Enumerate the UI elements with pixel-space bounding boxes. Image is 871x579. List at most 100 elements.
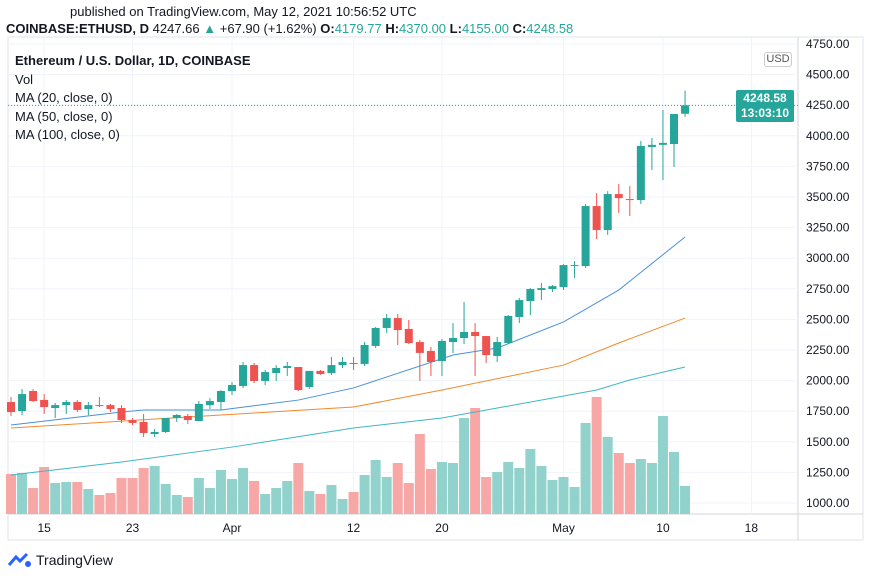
candle-body (338, 361, 347, 366)
candle-body (84, 405, 93, 409)
y-tick-label: 1750.00 (806, 404, 850, 418)
candle-body (559, 265, 568, 288)
symbol-name[interactable]: COINBASE:ETHUSD, D (6, 21, 150, 36)
high-label: H: (385, 21, 400, 36)
candle-body (382, 318, 391, 328)
candle-body (261, 372, 270, 381)
candle-body (614, 194, 623, 199)
volume-bar (149, 466, 160, 514)
volume-bar (61, 482, 72, 514)
volume-bar (293, 463, 304, 514)
x-tick-label: May (552, 521, 575, 535)
volume-bar (425, 469, 436, 514)
legend-ma100[interactable]: MA (100, close, 0) (15, 127, 120, 142)
candle-body (40, 399, 49, 408)
legend-ma20[interactable]: MA (20, close, 0) (15, 90, 113, 105)
volume-bar (459, 418, 470, 514)
legend-ma50[interactable]: MA (50, close, 0) (15, 108, 113, 124)
candle-body (393, 318, 402, 331)
ma100-line (10, 366, 686, 476)
candle-body (228, 385, 236, 392)
volume-bar (392, 463, 403, 514)
y-tick-label: 2000.00 (806, 374, 850, 388)
candle-body (349, 362, 358, 364)
candle-body (150, 432, 159, 434)
volume-bar (227, 479, 237, 514)
tradingview-logo[interactable]: TradingView (8, 552, 113, 568)
volume-bar (547, 480, 558, 514)
y-tick-label: 3000.00 (806, 251, 850, 265)
y-tick-label: 2250.00 (806, 343, 850, 357)
volume-bar (39, 467, 50, 514)
currency-badge[interactable]: USD (764, 52, 792, 67)
candle-body (51, 405, 60, 409)
open-label: O: (320, 21, 335, 36)
candle-body (537, 288, 546, 291)
candle-body (216, 391, 225, 403)
tradingview-logo-icon (8, 552, 31, 567)
volume-bar (193, 478, 204, 514)
candle-body (239, 365, 248, 386)
volume-bar (105, 493, 116, 514)
symbol-info-bar: COINBASE:ETHUSD, D 4247.66 ▲ +67.90 (+1.… (6, 21, 573, 36)
candle-body (7, 402, 15, 413)
candle-body (570, 265, 579, 267)
candle-body (404, 328, 413, 344)
candle-body (670, 114, 678, 145)
candle-body (139, 421, 148, 433)
price-change: +67.90 (+1.62%) (219, 21, 317, 36)
legend-vol[interactable]: Vol (15, 71, 34, 87)
volume-bar (249, 481, 260, 514)
candle-body (493, 342, 502, 356)
x-tick-label: Apr (223, 521, 242, 535)
volume-bar (602, 437, 613, 514)
volume-bar (238, 468, 249, 514)
volume-bar (182, 497, 193, 514)
volume-bar (337, 499, 348, 514)
chart-legend: Ethereum / U.S. Dollar, 1D, COINBASE Vol… (15, 52, 251, 145)
x-tick-label: 23 (126, 521, 140, 535)
candle-body (161, 418, 170, 433)
candle-body (73, 402, 82, 410)
up-triangle-icon: ▲ (203, 21, 217, 36)
x-tick-label: 15 (37, 521, 51, 535)
volume-bar (680, 486, 691, 514)
last-price: 4247.66 (152, 21, 200, 36)
volume-bar (503, 462, 514, 514)
volume-bar (315, 494, 326, 514)
candle-body (62, 402, 71, 406)
candle-body (647, 144, 656, 147)
volume-bar (138, 468, 149, 514)
candle-body (272, 367, 281, 374)
volume-bar (381, 477, 392, 514)
candle-body (205, 401, 214, 406)
volume-bar (160, 484, 171, 514)
volume-bar (613, 453, 624, 514)
candle-body (117, 408, 126, 421)
candle-body (415, 342, 424, 353)
y-tick-label: 1500.00 (806, 435, 850, 449)
candle-body (183, 415, 192, 421)
candle-body (250, 365, 259, 381)
candle-body (636, 145, 645, 201)
volume-bar (669, 452, 679, 514)
volume-bar (403, 483, 414, 514)
high-value: 4370.00 (399, 21, 447, 36)
legend-title: Ethereum / U.S. Dollar, 1D, COINBASE (15, 53, 251, 68)
candle-body (29, 391, 38, 402)
volume-bar (370, 460, 381, 514)
candle-body (603, 194, 612, 231)
candle-body (316, 370, 325, 374)
volume-bar (591, 397, 602, 514)
low-label: L: (449, 21, 462, 36)
candle-body (482, 336, 491, 356)
candle-body (449, 338, 457, 343)
low-value: 4155.00 (461, 21, 509, 36)
volume-bar (282, 481, 293, 514)
volume-bar (569, 487, 580, 514)
y-tick-label: 4000.00 (806, 129, 850, 143)
y-tick-label: 4250.00 (806, 98, 850, 112)
x-tick-label: 10 (656, 521, 670, 535)
